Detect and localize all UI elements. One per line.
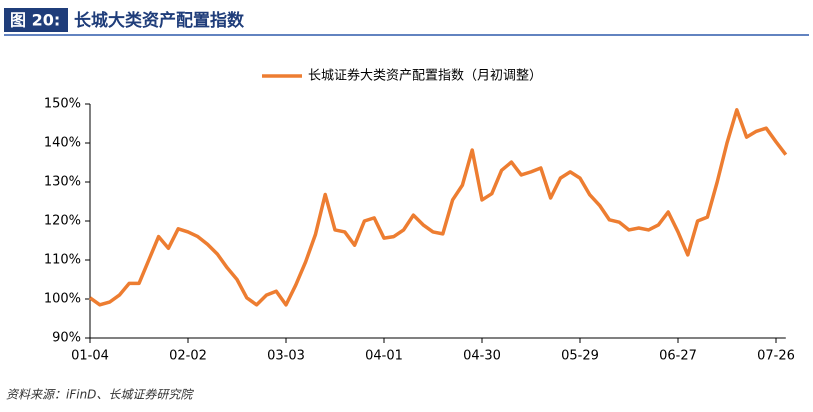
legend-label: 长城证券大类资产配置指数（月初调整） [308, 68, 542, 84]
y-tick-label: 150% [44, 97, 81, 112]
y-tick-label: 120% [44, 214, 81, 229]
figure-title: 长城大类资产配置指数 [74, 10, 245, 31]
series-line [88, 108, 788, 307]
y-tick-label: 140% [44, 136, 81, 151]
x-tick-label: 06-27 [659, 349, 697, 364]
y-tick-label: 110% [44, 253, 81, 268]
x-tick-label: 01-04 [71, 349, 109, 364]
source: 资料来源：iFinD、长城证券研究院 [6, 388, 194, 402]
x-tick-label: 04-01 [365, 349, 403, 364]
x-tick-label: 02-02 [169, 349, 207, 364]
y-tick-label: 130% [44, 175, 81, 190]
x-tick-label: 03-03 [267, 349, 305, 364]
x-tick-label: 04-30 [463, 349, 501, 364]
y-tick-label: 90% [52, 331, 81, 346]
x-tick-label: 07-26 [757, 349, 795, 364]
x-tick-label: 05-29 [561, 349, 599, 364]
label-box [4, 8, 68, 32]
figure-label: 图 20: [10, 11, 60, 30]
y-tick-label: 100% [44, 292, 81, 307]
